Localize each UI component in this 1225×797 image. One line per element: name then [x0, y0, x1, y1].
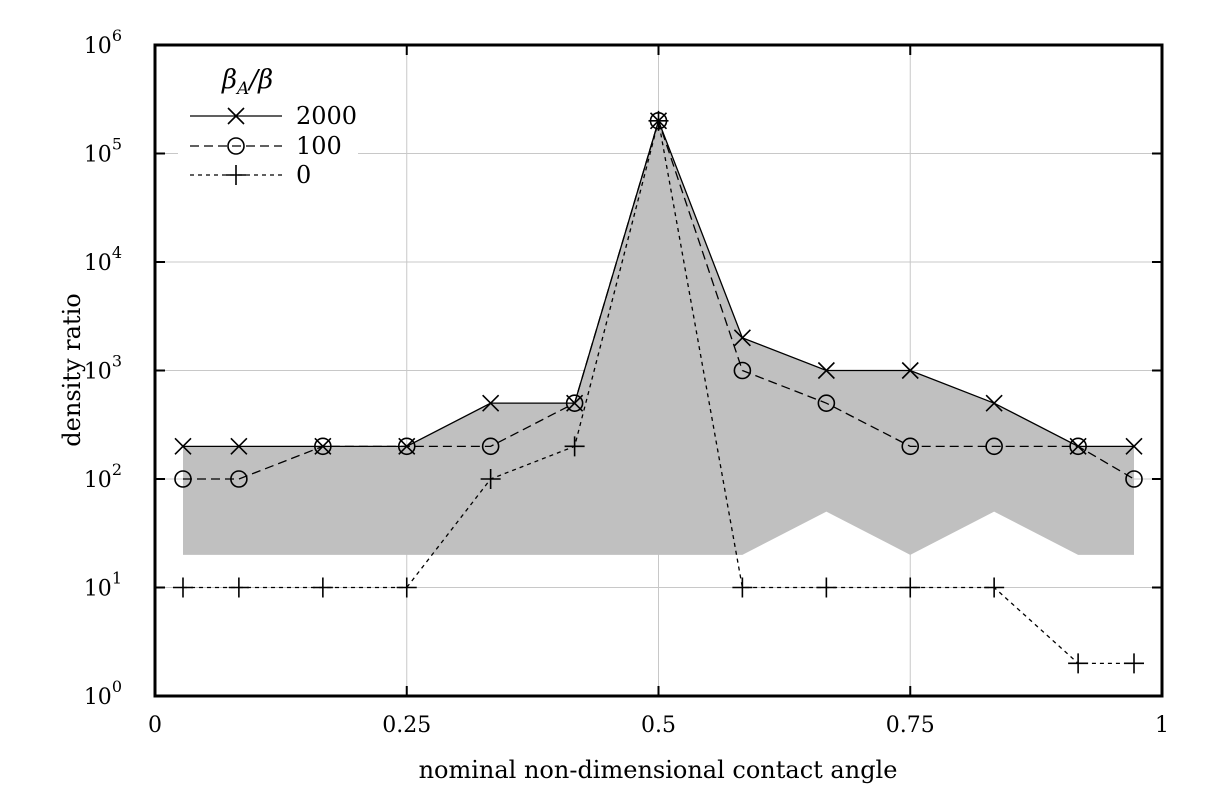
- y-tick-label-exponent: 2: [112, 460, 122, 479]
- y-tick-label: 104: [84, 243, 122, 276]
- y-tick-label-base: 10: [84, 685, 112, 710]
- series-0-point: [480, 469, 501, 489]
- y-tick-label-base: 10: [84, 468, 112, 493]
- y-tick-label-exponent: 6: [112, 26, 122, 45]
- series-0-point: [172, 577, 193, 598]
- series-100-point: [230, 470, 248, 488]
- y-tick-label: 100: [84, 677, 122, 710]
- series-100-point: [733, 361, 752, 380]
- series-0-point: [648, 110, 669, 131]
- plot-frame: [153, 43, 1164, 698]
- series-0-point: [396, 577, 417, 598]
- series-100-point: [314, 437, 332, 456]
- series-100-point: [481, 437, 500, 456]
- x-axis-title: nominal non-dimensional contact angle: [419, 756, 898, 784]
- y-tick-label-base: 10: [84, 577, 112, 602]
- x-tick-label: 0.75: [886, 713, 935, 738]
- y-tick-label-base: 10: [84, 360, 112, 385]
- series-100-point: [985, 437, 1003, 456]
- series-100-point: [397, 437, 416, 456]
- series-2000-point: [174, 437, 192, 455]
- series-2000-point: [1125, 437, 1143, 455]
- legend-marker-2000: [227, 107, 245, 125]
- series-0-point: [900, 577, 921, 598]
- y-tick-label: 106: [84, 26, 122, 59]
- y-tick-label-exponent: 3: [112, 352, 122, 371]
- series-0-point: [564, 436, 585, 457]
- y-tick-label: 102: [84, 460, 122, 493]
- y-tick-label: 103: [84, 352, 122, 385]
- y-tick-label-base: 10: [84, 34, 112, 59]
- series-0-point: [732, 577, 753, 598]
- x-tick-label: 1: [1155, 713, 1169, 738]
- y-tick-label-exponent: 0: [112, 677, 122, 696]
- y-tick-label: 105: [84, 135, 122, 168]
- series-2000-point: [733, 329, 751, 347]
- series-0-point: [816, 577, 837, 598]
- series-0-point: [1068, 653, 1089, 674]
- legend-label-0: 0: [296, 161, 311, 189]
- series-0-point: [984, 577, 1005, 598]
- legend-title: βA/β: [221, 65, 273, 99]
- series-2000-point: [901, 361, 919, 380]
- series-0-point: [228, 577, 249, 598]
- series-2000-point: [482, 394, 500, 412]
- series-2000-point: [985, 394, 1003, 412]
- x-tick-label: 0: [148, 713, 162, 738]
- series-100-point: [1125, 470, 1143, 488]
- series-100-point: [565, 394, 584, 412]
- y-tick-label: 101: [84, 569, 122, 602]
- series-2000-point: [230, 437, 248, 455]
- legend-marker-0: [226, 165, 246, 185]
- series-100-point: [174, 470, 192, 488]
- series-0-point: [312, 577, 333, 598]
- series-100-point: [901, 437, 920, 456]
- y-axis-title: density ratio: [58, 293, 86, 446]
- series-layer: [172, 110, 1145, 674]
- y-tick-label-base: 10: [84, 143, 112, 168]
- legend-marker-100: [227, 137, 245, 155]
- y-tick-label-exponent: 5: [112, 135, 122, 154]
- legend-background: [178, 52, 358, 192]
- y-tick-label-base: 10: [84, 251, 112, 276]
- series-100-point: [1069, 437, 1087, 456]
- y-tick-label-exponent: 1: [112, 569, 122, 588]
- series-2000-point: [817, 361, 835, 380]
- x-tick-label: 0.5: [641, 713, 676, 738]
- legend-label-100: 100: [296, 132, 342, 160]
- series-100-point: [817, 394, 836, 412]
- x-tick-label: 0.25: [382, 713, 431, 738]
- series-0-point: [1124, 653, 1145, 674]
- y-tick-label-exponent: 4: [112, 243, 122, 262]
- legend-label-2000: 2000: [296, 102, 357, 130]
